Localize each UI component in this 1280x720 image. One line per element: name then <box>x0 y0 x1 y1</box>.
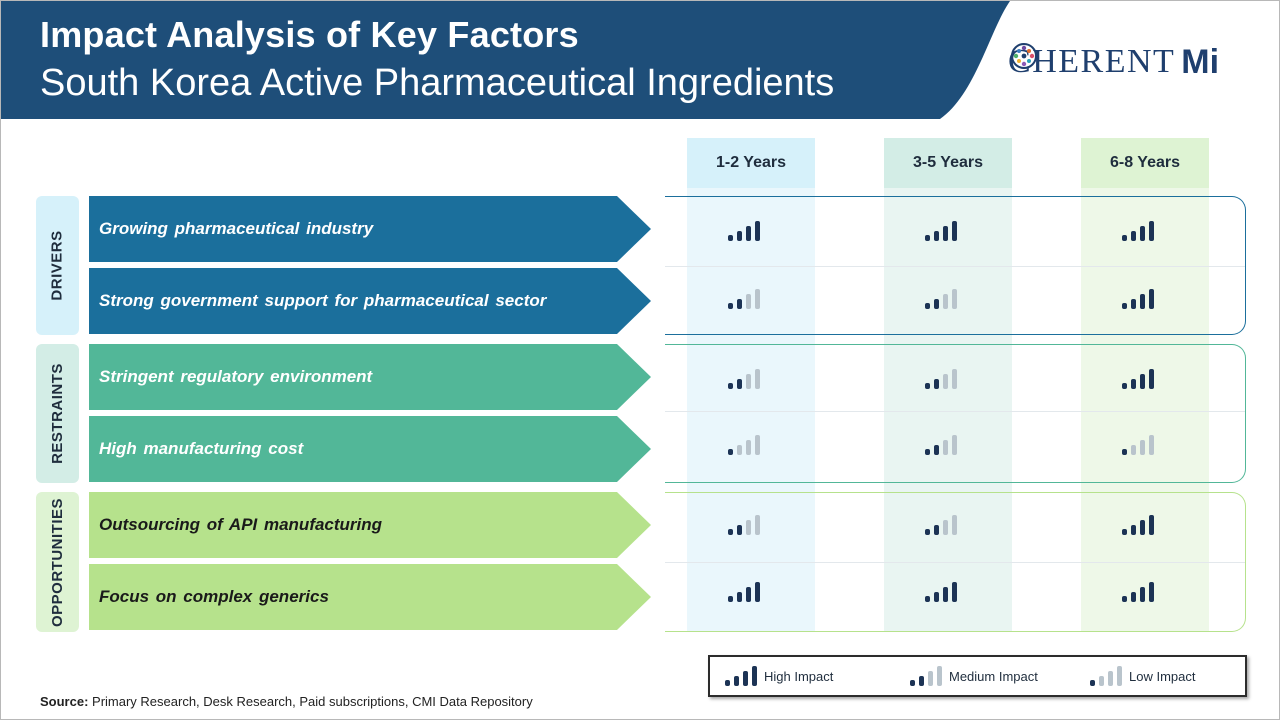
high-impact-icon <box>1121 513 1157 537</box>
column-band-2 <box>884 188 1012 632</box>
logo-mi: Mi <box>1181 42 1220 81</box>
legend-medium-label: Medium Impact <box>949 668 1038 684</box>
legend-low-label: Low Impact <box>1129 668 1196 684</box>
row-separator <box>665 411 1245 412</box>
high-impact-icon <box>724 664 764 688</box>
high-impact-icon <box>924 219 960 243</box>
row-separator <box>665 562 1245 563</box>
high-impact-icon <box>924 580 960 604</box>
factor-label: Focus on complex generics <box>99 587 329 606</box>
logo-dots-icon <box>1011 43 1037 69</box>
factor-label: Stringent regulatory environment <box>99 367 373 386</box>
legend-high: High Impact <box>724 657 833 695</box>
category-opportunities-label: OPPORTUNITIES <box>49 497 67 627</box>
high-impact-icon <box>1121 580 1157 604</box>
legend: High Impact Medium Impact Low Impact <box>708 655 1247 697</box>
medium-impact-icon <box>727 367 763 391</box>
column-band-1 <box>687 188 815 632</box>
low-impact-icon <box>727 433 763 457</box>
factor-row-drivers-1: Growing pharmaceutical industry <box>89 196 651 262</box>
column-header-3-5-years: 3-5 Years <box>884 138 1012 188</box>
source-label: Source: <box>40 694 89 709</box>
medium-impact-icon <box>924 433 960 457</box>
column-band-3 <box>1081 188 1209 632</box>
high-impact-icon <box>727 219 763 243</box>
low-impact-icon <box>1121 433 1157 457</box>
column-header-6-8-years: 6-8 Years <box>1081 138 1209 188</box>
row-separator <box>665 266 1245 267</box>
opportunities-group-box <box>665 492 1246 632</box>
logo-text: HERENT <box>1032 43 1176 80</box>
high-impact-icon <box>1121 287 1157 311</box>
factor-row-opportunities-1: Outsourcing of API manufacturing <box>89 492 651 558</box>
category-drivers-label: DRIVERS <box>49 230 66 301</box>
legend-medium: Medium Impact <box>909 657 1038 695</box>
company-logo: C HERENT Mi <box>1008 42 1219 82</box>
factor-label: Strong government support for pharmaceut… <box>99 291 547 310</box>
category-restraints: RESTRAINTS <box>36 344 79 483</box>
factor-row-opportunities-2: Focus on complex generics <box>89 564 651 630</box>
header-banner: Impact Analysis of Key Factors South Kor… <box>0 0 1280 120</box>
factor-label: Outsourcing of API manufacturing <box>99 515 383 534</box>
factor-row-restraints-2: High manufacturing cost <box>89 416 651 482</box>
medium-impact-icon <box>909 664 949 688</box>
medium-impact-icon <box>727 513 763 537</box>
high-impact-icon <box>1121 367 1157 391</box>
category-drivers: DRIVERS <box>36 196 79 335</box>
high-impact-icon <box>727 580 763 604</box>
source-note: Source: Primary Research, Desk Research,… <box>40 694 533 709</box>
medium-impact-icon <box>727 287 763 311</box>
factor-label: Growing pharmaceutical industry <box>99 219 374 238</box>
legend-low: Low Impact <box>1089 657 1195 695</box>
factor-label: High manufacturing cost <box>99 439 304 458</box>
factor-row-drivers-2: Strong government support for pharmaceut… <box>89 268 651 334</box>
restraints-group-box <box>665 344 1246 483</box>
category-restraints-label: RESTRAINTS <box>49 363 66 464</box>
factor-row-restraints-1: Stringent regulatory environment <box>89 344 651 410</box>
header-background <box>1 1 1279 120</box>
legend-high-label: High Impact <box>764 668 834 684</box>
low-impact-icon <box>1089 664 1129 688</box>
page-title: Impact Analysis of Key Factors <box>40 14 579 55</box>
page-subtitle: South Korea Active Pharmaceutical Ingred… <box>40 62 835 104</box>
column-header-1-2-years: 1-2 Years <box>687 138 815 188</box>
drivers-group-box <box>665 196 1246 335</box>
medium-impact-icon <box>924 367 960 391</box>
medium-impact-icon <box>924 513 960 537</box>
medium-impact-icon <box>924 287 960 311</box>
source-text: Primary Research, Desk Research, Paid su… <box>88 694 533 709</box>
category-opportunities: OPPORTUNITIES <box>36 492 79 632</box>
high-impact-icon <box>1121 219 1157 243</box>
